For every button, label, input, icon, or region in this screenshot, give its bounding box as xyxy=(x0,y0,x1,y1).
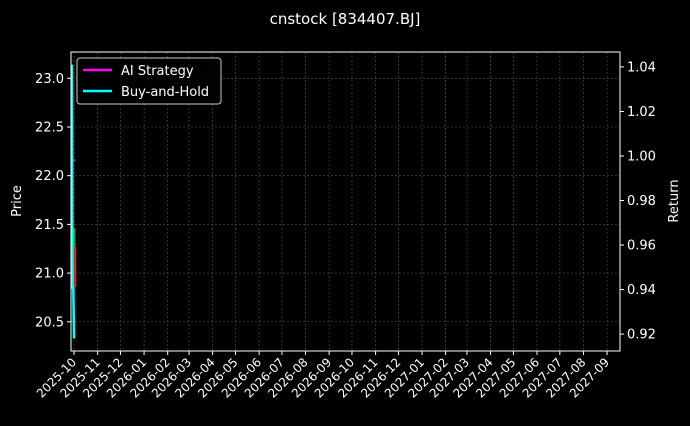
y-tick-label-left: 21.0 xyxy=(35,267,64,282)
y-tick-label-left: 22.5 xyxy=(35,120,64,135)
y-tick-label-right: 0.98 xyxy=(627,194,656,209)
y-axis-left: 20.5 21.0 21.5 22.0 22.5 23.0 xyxy=(35,72,71,330)
plot-frame xyxy=(70,51,621,352)
candle-body xyxy=(73,246,77,287)
chart-title: cnstock [834407.BJ] xyxy=(270,10,421,28)
y-tick-label-left: 22.0 xyxy=(35,169,64,184)
legend-label-ai-strategy: AI Strategy xyxy=(121,64,194,79)
y-label-right: Return xyxy=(667,179,682,222)
series-lines xyxy=(70,64,76,339)
candles xyxy=(72,228,77,287)
x-axis: 2025-102025-112025-122026-012026-022026-… xyxy=(34,351,612,401)
y-tick-label-right: 1.04 xyxy=(627,60,656,75)
y-tick-label-right: 1.02 xyxy=(627,105,656,120)
legend: AI Strategy Buy-and-Hold xyxy=(76,57,222,105)
y-tick-label-left: 21.5 xyxy=(35,218,64,233)
series-line-buy-and-hold xyxy=(70,64,76,339)
y-tick-label-right: 0.92 xyxy=(627,328,656,343)
y-tick-label-left: 20.5 xyxy=(35,315,64,330)
legend-box xyxy=(76,57,222,105)
y-tick-label-right: 0.94 xyxy=(627,283,656,298)
y-tick-label-right: 0.96 xyxy=(627,239,656,254)
y-axis-right: 0.92 0.94 0.96 0.98 1.00 1.02 1.04 xyxy=(620,60,656,343)
y-label-left: Price xyxy=(10,185,25,217)
y-tick-label-right: 1.00 xyxy=(627,149,656,164)
y-tick-label-left: 23.0 xyxy=(35,72,64,87)
legend-label-buy-and-hold: Buy-and-Hold xyxy=(121,85,209,100)
